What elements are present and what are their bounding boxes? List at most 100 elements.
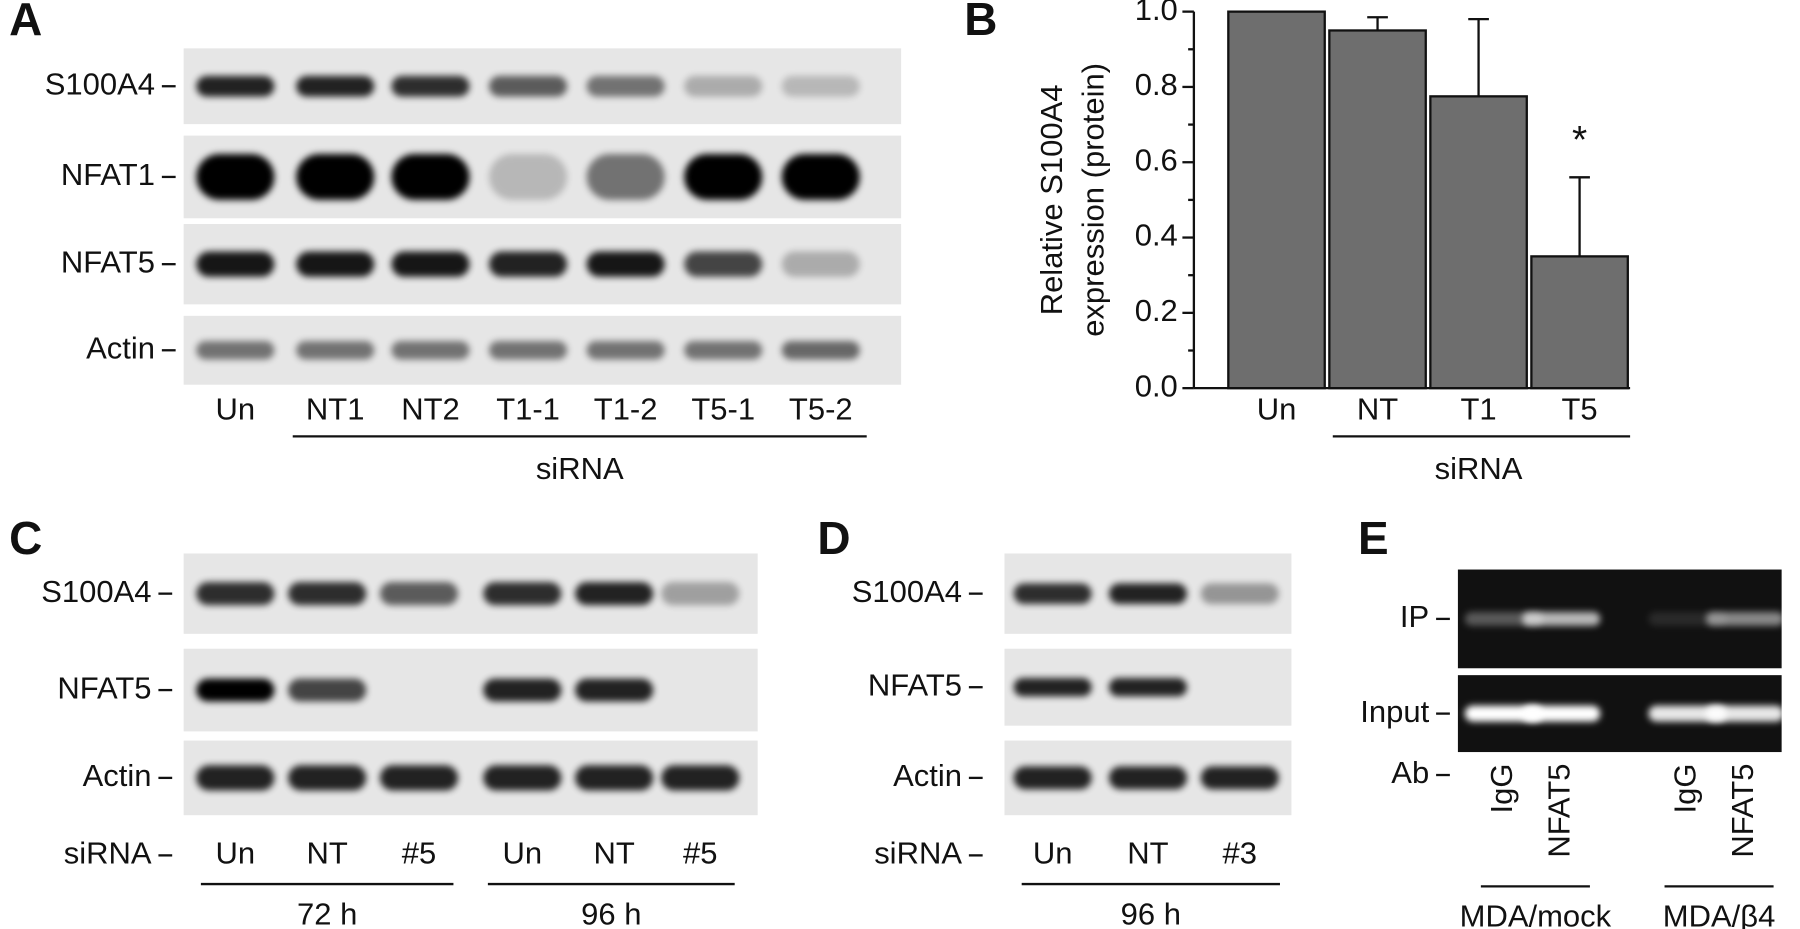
band bbox=[296, 251, 375, 277]
band bbox=[781, 341, 860, 360]
group-label: 96 h bbox=[581, 896, 641, 929]
band bbox=[1013, 678, 1092, 697]
lane-header: siRNA bbox=[874, 836, 962, 871]
band bbox=[1013, 583, 1092, 604]
band bbox=[489, 75, 568, 97]
band bbox=[296, 341, 375, 360]
band bbox=[781, 75, 860, 97]
lane-label: Un bbox=[216, 836, 256, 871]
row-label: Actin bbox=[893, 758, 962, 793]
lane-label: T1-2 bbox=[594, 391, 658, 426]
group-label: 72 h bbox=[297, 896, 357, 929]
panel-label: D bbox=[817, 512, 850, 564]
blot-strip bbox=[183, 648, 758, 732]
bar bbox=[1227, 10, 1326, 390]
lane-label: NFAT5 bbox=[1541, 764, 1576, 858]
lane-label: NFAT5 bbox=[1725, 764, 1760, 858]
band bbox=[391, 251, 470, 277]
bar bbox=[1328, 29, 1427, 390]
band bbox=[684, 341, 763, 360]
y-tick-label: 0.8 bbox=[1135, 67, 1178, 102]
lane-label: NT1 bbox=[306, 391, 365, 426]
y-axis-label: expression (protein) bbox=[1075, 63, 1110, 337]
band bbox=[684, 153, 763, 200]
band bbox=[586, 75, 665, 97]
y-axis-label: Relative S100A4 bbox=[1034, 84, 1069, 315]
band bbox=[296, 75, 375, 97]
y-tick-label: 0.2 bbox=[1135, 293, 1178, 328]
band bbox=[1705, 612, 1784, 626]
lane-label: NT bbox=[307, 836, 348, 871]
group-label: siRNA bbox=[1435, 451, 1523, 486]
band bbox=[483, 765, 562, 791]
row-label: Actin bbox=[83, 758, 152, 793]
band bbox=[196, 153, 275, 200]
row-label: IP bbox=[1400, 599, 1429, 634]
row-label: NFAT5 bbox=[868, 667, 962, 702]
band bbox=[391, 75, 470, 97]
x-tick-label: NT bbox=[1357, 391, 1398, 426]
band bbox=[196, 765, 275, 791]
x-tick-label: T1 bbox=[1460, 391, 1496, 426]
band bbox=[1200, 583, 1279, 604]
row-label: S100A4 bbox=[41, 574, 151, 609]
band bbox=[489, 153, 568, 200]
band bbox=[391, 341, 470, 360]
row-label: NFAT1 bbox=[61, 157, 155, 192]
lane-label: #3 bbox=[1223, 836, 1257, 871]
lane-label: IgG bbox=[1668, 764, 1703, 814]
panel-label: E bbox=[1358, 512, 1389, 564]
band bbox=[661, 765, 740, 791]
y-tick-label: 0.0 bbox=[1135, 368, 1178, 403]
band bbox=[781, 153, 860, 200]
band bbox=[575, 765, 654, 791]
row-label: NFAT5 bbox=[57, 670, 151, 705]
lane-label: #5 bbox=[402, 836, 436, 871]
lane-label: Un bbox=[216, 391, 256, 426]
y-tick-label: 1.0 bbox=[1135, 0, 1178, 27]
lane-header: siRNA bbox=[64, 836, 152, 871]
band bbox=[196, 678, 275, 702]
band bbox=[586, 341, 665, 360]
band bbox=[586, 251, 665, 277]
group-label: MDA/β4 bbox=[1663, 899, 1776, 929]
band bbox=[586, 153, 665, 200]
band bbox=[1200, 766, 1279, 790]
lane-label: NT2 bbox=[401, 391, 460, 426]
row-label: Input bbox=[1360, 694, 1429, 729]
y-tick-label: 0.6 bbox=[1135, 142, 1178, 177]
band bbox=[489, 251, 568, 277]
lane-label: T5-2 bbox=[789, 391, 853, 426]
band bbox=[661, 582, 740, 606]
band bbox=[196, 582, 275, 606]
band bbox=[379, 765, 459, 791]
lane-label: Un bbox=[503, 836, 543, 871]
band bbox=[1705, 705, 1784, 722]
lane-label: #5 bbox=[683, 836, 717, 871]
annotation: * bbox=[1572, 119, 1587, 162]
band bbox=[781, 251, 860, 277]
band bbox=[684, 75, 763, 97]
band bbox=[288, 765, 367, 791]
band bbox=[1522, 705, 1601, 722]
lane-label: NT bbox=[594, 836, 635, 871]
band bbox=[1013, 766, 1092, 790]
row-label: Actin bbox=[86, 330, 155, 365]
band bbox=[489, 341, 568, 360]
lane-header: Ab bbox=[1391, 755, 1429, 790]
band bbox=[196, 75, 275, 97]
band bbox=[483, 678, 562, 702]
panel-label: B bbox=[964, 0, 997, 45]
lane-label: NT bbox=[1127, 836, 1168, 871]
row-label: S100A4 bbox=[852, 574, 962, 609]
band bbox=[196, 341, 275, 360]
band bbox=[196, 251, 275, 277]
y-tick-label: 0.4 bbox=[1135, 218, 1178, 253]
band bbox=[575, 582, 654, 606]
band bbox=[379, 582, 459, 606]
bar bbox=[1429, 95, 1528, 390]
band bbox=[1108, 678, 1187, 697]
band bbox=[1108, 766, 1187, 790]
band bbox=[483, 582, 562, 606]
group-label: siRNA bbox=[536, 451, 624, 486]
